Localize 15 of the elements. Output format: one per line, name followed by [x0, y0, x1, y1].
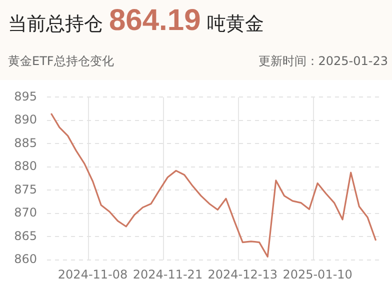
y-tick-label: 890: [14, 112, 37, 127]
x-tick-label: 2024-12-13: [208, 267, 278, 282]
text: 更新时间：2025-01-23: [258, 53, 388, 70]
x-tick-label: 2024-11-08: [58, 267, 128, 282]
y-tick-label: 865: [14, 228, 37, 243]
x-tick-label: 2025-01-10: [282, 267, 352, 282]
y-tick-label: 895: [14, 89, 37, 104]
x-tick-label: 2024-11-21: [132, 267, 203, 282]
y-tick-label: 875: [14, 182, 37, 196]
y-tick-label: 860: [14, 252, 37, 266]
y-tick-label: 885: [14, 136, 37, 150]
chart-title: 当前总持仓 864.19 吨黄金: [8, 4, 264, 37]
y-tick-label: 870: [14, 206, 37, 220]
y-tick-label: 880: [14, 159, 37, 174]
chart-subtitle: 黄金ETF总持仓变化: [8, 53, 114, 70]
